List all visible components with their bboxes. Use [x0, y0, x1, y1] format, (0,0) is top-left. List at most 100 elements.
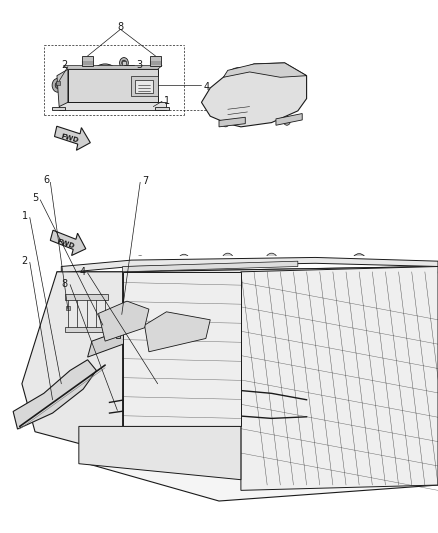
Circle shape: [106, 330, 134, 365]
Circle shape: [65, 307, 71, 313]
Polygon shape: [99, 301, 149, 341]
Circle shape: [121, 310, 128, 319]
Circle shape: [137, 259, 144, 268]
Circle shape: [222, 118, 229, 127]
Bar: [82, 56, 93, 66]
Bar: [135, 80, 153, 93]
Polygon shape: [155, 107, 169, 110]
Circle shape: [399, 422, 407, 431]
Circle shape: [290, 446, 306, 465]
Polygon shape: [57, 266, 438, 276]
Circle shape: [343, 449, 358, 468]
Polygon shape: [54, 126, 90, 150]
Text: 4: 4: [204, 82, 210, 92]
Polygon shape: [88, 325, 136, 357]
Circle shape: [84, 61, 91, 70]
Polygon shape: [57, 69, 68, 107]
Circle shape: [294, 414, 302, 423]
Polygon shape: [276, 114, 302, 125]
Bar: [122, 61, 126, 65]
Circle shape: [123, 343, 130, 351]
Circle shape: [55, 82, 60, 88]
Polygon shape: [223, 63, 307, 77]
Text: 8: 8: [62, 279, 68, 288]
Circle shape: [213, 398, 225, 413]
Circle shape: [169, 323, 181, 338]
Circle shape: [134, 256, 146, 271]
Polygon shape: [52, 107, 65, 110]
Text: 8: 8: [117, 22, 124, 31]
Polygon shape: [219, 117, 245, 127]
Bar: [0, 256, 438, 533]
Bar: [56, 81, 60, 85]
Circle shape: [271, 83, 285, 100]
Circle shape: [122, 60, 126, 66]
Circle shape: [142, 386, 199, 456]
Polygon shape: [123, 261, 298, 272]
Circle shape: [45, 361, 82, 406]
Polygon shape: [145, 312, 210, 352]
Circle shape: [230, 76, 247, 97]
Polygon shape: [50, 230, 86, 255]
Circle shape: [351, 254, 367, 273]
Circle shape: [205, 387, 233, 423]
Circle shape: [265, 386, 296, 424]
Circle shape: [198, 379, 240, 431]
Bar: [116, 314, 120, 338]
Circle shape: [272, 394, 289, 416]
Polygon shape: [22, 272, 123, 443]
Circle shape: [162, 314, 188, 346]
Circle shape: [343, 411, 358, 431]
Bar: [150, 56, 161, 66]
Circle shape: [265, 253, 278, 268]
Text: 2: 2: [21, 256, 28, 266]
Polygon shape: [64, 66, 162, 69]
Circle shape: [178, 254, 190, 269]
Bar: [66, 306, 70, 310]
Bar: [65, 294, 108, 300]
Text: FWD: FWD: [60, 133, 79, 144]
Circle shape: [222, 253, 234, 268]
Circle shape: [110, 370, 117, 378]
Circle shape: [113, 409, 128, 428]
Circle shape: [149, 362, 158, 373]
Text: 3: 3: [136, 60, 142, 70]
Bar: [123, 314, 127, 338]
Circle shape: [283, 117, 290, 125]
Circle shape: [290, 409, 306, 428]
Text: 6: 6: [43, 175, 49, 185]
Circle shape: [152, 61, 159, 70]
Circle shape: [395, 417, 411, 436]
Circle shape: [94, 72, 116, 99]
Circle shape: [355, 258, 364, 269]
Circle shape: [163, 411, 179, 431]
Circle shape: [113, 338, 128, 357]
Polygon shape: [79, 266, 438, 501]
Text: 1: 1: [21, 212, 28, 221]
Text: 4: 4: [79, 267, 85, 277]
Circle shape: [59, 378, 68, 389]
Circle shape: [120, 58, 128, 68]
Circle shape: [135, 377, 207, 465]
Polygon shape: [79, 426, 241, 480]
Text: 2: 2: [62, 60, 68, 70]
Text: 1: 1: [164, 96, 170, 106]
Circle shape: [48, 362, 55, 370]
Circle shape: [129, 389, 138, 400]
Circle shape: [63, 304, 73, 317]
Circle shape: [224, 256, 231, 265]
Circle shape: [67, 381, 74, 390]
Circle shape: [52, 369, 75, 398]
Circle shape: [123, 370, 131, 381]
Polygon shape: [68, 69, 158, 102]
Text: 5: 5: [32, 193, 38, 203]
Circle shape: [294, 451, 302, 461]
Polygon shape: [59, 102, 166, 110]
Circle shape: [268, 256, 275, 265]
Circle shape: [110, 306, 134, 336]
Polygon shape: [61, 257, 438, 273]
Circle shape: [153, 400, 188, 442]
Circle shape: [223, 68, 254, 105]
Text: 7: 7: [142, 176, 148, 186]
Polygon shape: [123, 272, 241, 426]
